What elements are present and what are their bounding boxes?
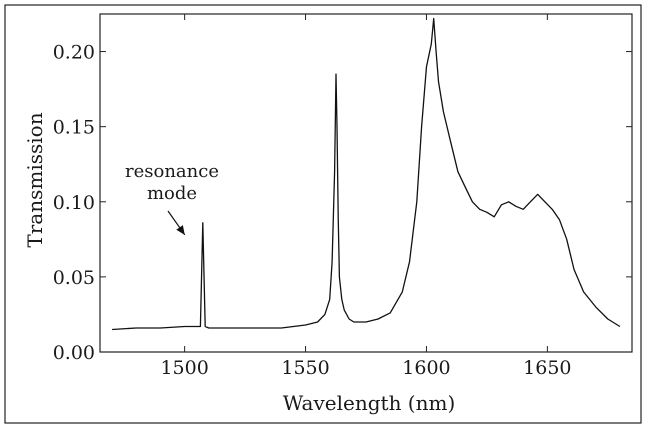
plot-area [99, 13, 633, 353]
y-tick-label: 0.05 [53, 267, 95, 289]
x-tick-label: 1500 [160, 357, 208, 379]
figure-border [4, 4, 642, 424]
y-tick-label: 0.10 [53, 192, 95, 214]
transmission-series-line [112, 17, 621, 331]
x-axis-title: Wavelength (nm) [283, 391, 456, 415]
y-tick-label: 0.00 [53, 342, 95, 364]
annotation-line-1: resonance [125, 161, 219, 182]
y-tick-label: 0.15 [53, 117, 95, 139]
annotation-line-2: mode [147, 183, 197, 204]
y-axis-title: Transmission [23, 112, 47, 247]
annotation-arrowhead [176, 225, 185, 235]
x-tick-label: 1550 [281, 357, 329, 379]
x-axis-ticks: 1500 1550 1600 1650 [160, 14, 572, 379]
x-tick-label: 1600 [402, 357, 450, 379]
plot-frame [99, 13, 633, 353]
y-axis-ticks: 0.00 0.05 0.10 0.15 0.20 [53, 42, 632, 364]
x-tick-label: 1650 [523, 357, 571, 379]
resonance-annotation: resonance mode [125, 161, 219, 236]
y-tick-label: 0.20 [53, 42, 95, 64]
